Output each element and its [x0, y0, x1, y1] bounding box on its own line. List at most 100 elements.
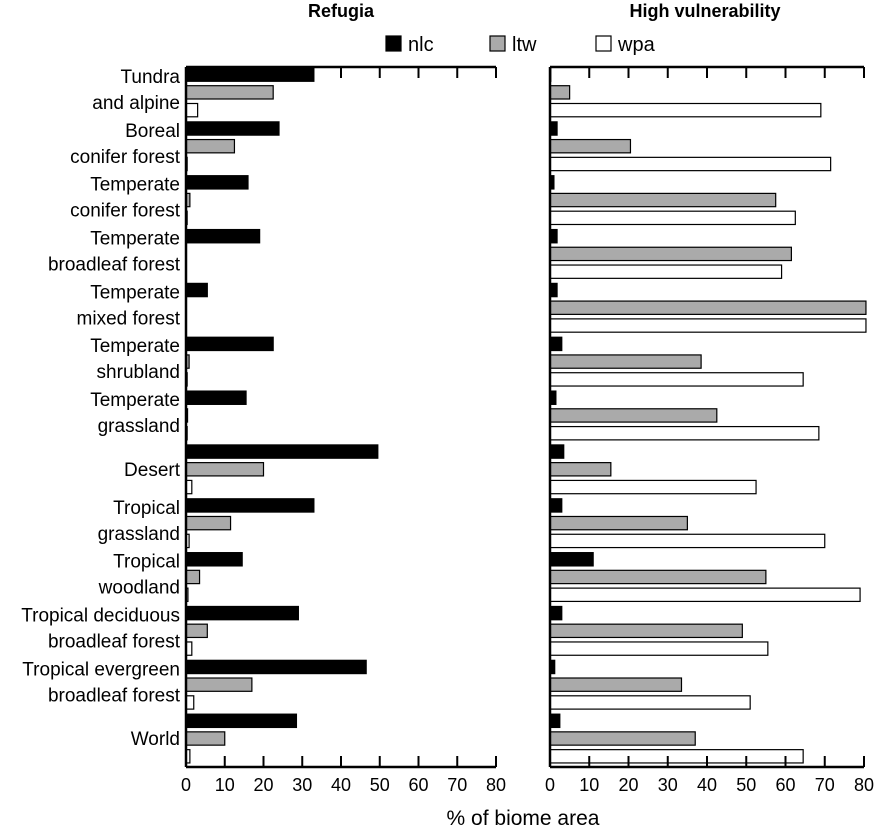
category-label-5-line2: shrubland — [97, 362, 180, 383]
category-label-2-line2: conifer forest — [70, 201, 181, 222]
tick-label-1-8: 80 — [854, 775, 874, 795]
bar-1-wpa-8 — [549, 533, 826, 549]
bar-0-nlc-10 — [185, 605, 299, 621]
bar-1-ltw-10 — [549, 623, 743, 639]
bar-1-wpa-12 — [549, 749, 804, 764]
category-label-8-line1: Tropical — [113, 498, 180, 519]
category-label-1-line1: Boreal — [125, 121, 180, 142]
bar-0-nlc-2 — [185, 175, 249, 190]
bar-1-ltw-4 — [549, 300, 867, 315]
bar-0-nlc-11 — [185, 659, 367, 675]
bar-1-wpa-3 — [549, 264, 783, 279]
category-label-9-line2: woodland — [98, 578, 180, 599]
bar-0-nlc-0 — [185, 67, 315, 82]
category-label-10-line2: broadleaf forest — [48, 632, 181, 653]
bar-1-wpa-4 — [549, 318, 867, 333]
legend-swatch-ltw — [489, 35, 506, 52]
tick-label-0-5: 50 — [370, 775, 390, 795]
category-label-0-line1: Tundra — [121, 67, 181, 88]
panel-title-1: High vulnerability — [629, 1, 780, 21]
bar-1-wpa-10 — [549, 641, 769, 656]
tick-label-1-7: 70 — [815, 775, 835, 795]
category-label-6-line1: Temperate — [90, 390, 180, 411]
tick-label-1-4: 40 — [697, 775, 717, 795]
category-label-0-line2: and alpine — [92, 93, 180, 114]
bar-1-ltw-0 — [549, 85, 571, 100]
bar-1-wpa-1 — [549, 156, 832, 172]
bar-0-ltw-1 — [185, 138, 236, 154]
category-label-10-line1: Tropical deciduous — [21, 606, 180, 627]
bar-1-ltw-5 — [549, 354, 702, 369]
bar-1-wpa-5 — [549, 372, 804, 387]
category-label-8-line2: grassland — [98, 524, 180, 545]
bar-0-nlc-6 — [185, 390, 247, 405]
category-label-6-line2: grassland — [98, 416, 180, 437]
legend-swatch-wpa — [595, 35, 612, 52]
legend-label-ltw: ltw — [512, 34, 537, 56]
bar-1-ltw-3 — [549, 246, 792, 262]
tick-label-1-6: 60 — [775, 775, 795, 795]
category-label-7: Desert — [124, 460, 181, 481]
tick-label-0-4: 40 — [331, 775, 351, 795]
bar-0-nlc-8 — [185, 498, 315, 513]
category-label-1-line2: conifer forest — [70, 147, 181, 168]
bar-1-wpa-0 — [549, 102, 822, 118]
legend-label-nlc: nlc — [408, 34, 434, 56]
tick-label-0-6: 60 — [408, 775, 428, 795]
category-label-3-line2: broadleaf forest — [48, 255, 181, 276]
bar-0-nlc-7 — [185, 444, 379, 459]
bar-1-ltw-8 — [549, 515, 688, 531]
tick-label-1-0: 0 — [545, 775, 555, 795]
bar-0-wpa-0 — [185, 102, 199, 118]
bar-1-wpa-9 — [549, 587, 861, 603]
bar-0-nlc-1 — [185, 121, 280, 136]
legend-swatch-nlc — [385, 35, 402, 52]
bar-0-ltw-10 — [185, 623, 208, 639]
category-label-11-line2: broadleaf forest — [48, 685, 181, 706]
tick-label-1-5: 50 — [736, 775, 756, 795]
bar-0-ltw-0 — [185, 85, 274, 100]
x-axis-label: % of biome area — [447, 807, 600, 829]
category-label-4-line2: mixed forest — [77, 308, 181, 329]
bar-1-ltw-6 — [549, 408, 718, 423]
category-label-9-line1: Tropical — [113, 552, 180, 573]
bar-1-wpa-11 — [549, 695, 751, 710]
bar-1-wpa-7 — [549, 479, 757, 495]
category-label-5-line1: Temperate — [90, 336, 180, 357]
bar-0-ltw-9 — [185, 569, 201, 585]
bar-1-ltw-11 — [549, 677, 683, 692]
bar-1-ltw-1 — [549, 138, 632, 154]
bar-0-nlc-12 — [185, 713, 298, 729]
bar-1-nlc-7 — [549, 444, 565, 459]
panel-title-0: Refugia — [308, 1, 375, 21]
tick-label-0-8: 80 — [486, 775, 506, 795]
bar-0-nlc-9 — [185, 552, 243, 567]
tick-label-0-1: 10 — [215, 775, 235, 795]
bar-0-nlc-3 — [185, 228, 261, 244]
tick-label-0-3: 30 — [292, 775, 312, 795]
bar-0-nlc-4 — [185, 282, 208, 298]
bar-1-nlc-9 — [549, 552, 594, 567]
bar-1-nlc-10 — [549, 605, 563, 621]
legend-label-wpa: wpa — [617, 34, 656, 56]
bar-1-wpa-6 — [549, 425, 820, 441]
category-label-12: World — [131, 729, 180, 750]
bar-1-wpa-2 — [549, 210, 796, 226]
bar-1-ltw-2 — [549, 192, 777, 208]
bar-1-nlc-8 — [549, 498, 563, 513]
bar-0-ltw-11 — [185, 677, 253, 692]
tick-label-1-2: 20 — [618, 775, 638, 795]
bar-0-ltw-7 — [185, 462, 265, 477]
tick-label-0-2: 20 — [253, 775, 273, 795]
bar-0-ltw-12 — [185, 731, 226, 746]
category-label-3-line1: Temperate — [90, 229, 180, 250]
category-label-4-line1: Temperate — [90, 282, 180, 303]
bar-1-nlc-5 — [549, 336, 563, 352]
category-label-11-line1: Tropical evergreen — [22, 659, 180, 680]
category-label-2-line1: Temperate — [90, 175, 180, 196]
bar-1-ltw-9 — [549, 569, 767, 585]
bar-1-ltw-12 — [549, 731, 696, 746]
bar-1-ltw-7 — [549, 462, 612, 477]
tick-label-0-7: 70 — [447, 775, 467, 795]
